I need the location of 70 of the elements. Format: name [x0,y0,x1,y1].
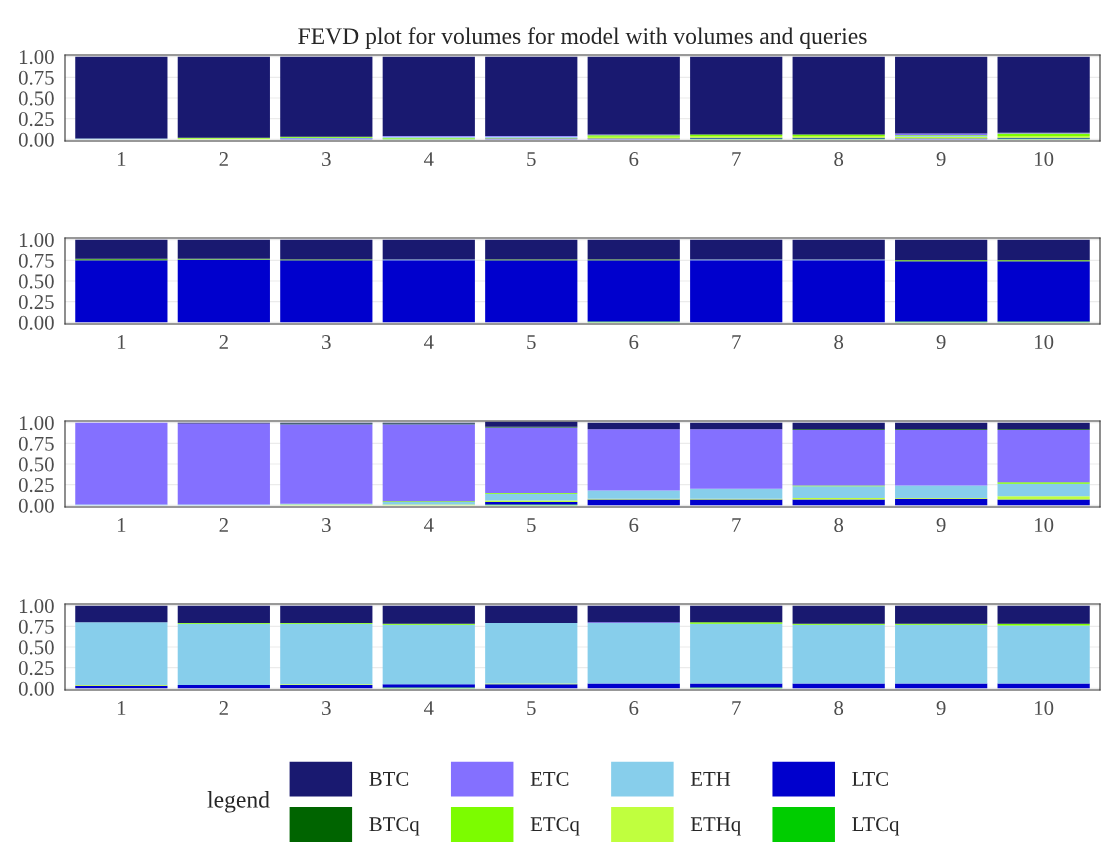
x-tick-label: 5 [527,335,536,350]
x-tick-label: 10 [1035,152,1054,167]
y-tick-label: 0.50 [18,91,54,106]
y-tick-label: 0.25 [18,661,54,676]
y-tick-label: 0.50 [18,640,54,655]
legend-label: LTC [852,771,888,786]
legend-label: LTCq [852,817,900,836]
legend-title: legend [207,791,270,813]
x-tick-label: 9 [936,152,946,167]
x-tick-label: 6 [629,518,639,533]
legend-label: ETC [530,771,569,786]
x-tick-label: 8 [834,335,844,350]
x-tick-label: 10 [1035,518,1054,533]
y-tick-label: 1.00 [19,233,54,248]
x-tick-label: 8 [834,518,844,533]
x-tick-label: 6 [629,335,639,350]
x-tick-label: 3 [322,518,331,533]
x-tick-label: 4 [423,701,434,715]
x-tick-label: 7 [732,335,741,349]
x-tick-label: 9 [936,335,946,350]
x-tick-label: 7 [732,518,741,532]
legend-label: BTC [369,771,409,786]
x-tick-label: 5 [527,152,536,167]
x-tick-label: 2 [219,152,228,166]
x-tick-label: 2 [219,335,228,349]
y-tick-label: 0.00 [18,132,54,147]
y-tick-label: 0.75 [18,436,54,451]
x-tick-label: 1 [117,701,126,715]
chart-title: FEVD plot for volumes for model with volumes and queries [298,27,867,49]
y-tick-label: 0.50 [18,274,54,289]
legend-label: ETCq [530,817,580,836]
x-tick-label: 5 [527,701,536,716]
y-tick-label: 0.25 [18,295,54,310]
x-tick-label: 9 [936,701,946,716]
x-tick-label: 5 [527,518,536,533]
x-tick-label: 1 [117,152,126,166]
legend-label: ETH [690,772,731,786]
x-tick-label: 4 [423,152,434,166]
x-tick-label: 6 [629,152,639,167]
x-tick-label: 3 [322,335,331,350]
y-tick-label: 0.50 [18,457,54,472]
x-tick-label: 10 [1035,701,1054,716]
legend-label: ETHq [690,817,741,836]
x-tick-label: 2 [219,701,228,715]
y-tick-label: 0.25 [18,478,54,493]
x-tick-label: 8 [834,701,844,716]
x-tick-label: 7 [732,701,741,715]
x-tick-label: 10 [1035,335,1054,350]
y-tick-label: 1.00 [19,599,54,614]
legend-label: BTCq [369,817,420,836]
x-tick-label: 2 [219,518,228,532]
x-tick-label: 1 [117,518,126,532]
y-tick-label: 0.75 [18,619,54,634]
x-tick-label: 6 [629,701,639,716]
x-tick-label: 7 [732,152,741,166]
y-tick-label: 1.00 [19,416,54,431]
x-tick-label: 3 [322,152,331,167]
x-tick-label: 4 [423,518,434,532]
x-tick-label: 3 [322,701,331,716]
y-tick-label: 1.00 [19,50,54,65]
x-tick-label: 1 [117,335,126,349]
y-tick-label: 0.25 [18,112,54,127]
x-tick-label: 8 [834,152,844,167]
x-tick-label: 4 [423,335,434,349]
y-tick-label: 0.00 [18,315,54,330]
y-tick-label: 0.75 [18,253,54,268]
x-tick-label: 9 [936,518,946,533]
y-tick-label: 0.00 [18,498,54,513]
y-tick-label: 0.00 [18,681,54,696]
y-tick-label: 0.75 [18,70,54,85]
